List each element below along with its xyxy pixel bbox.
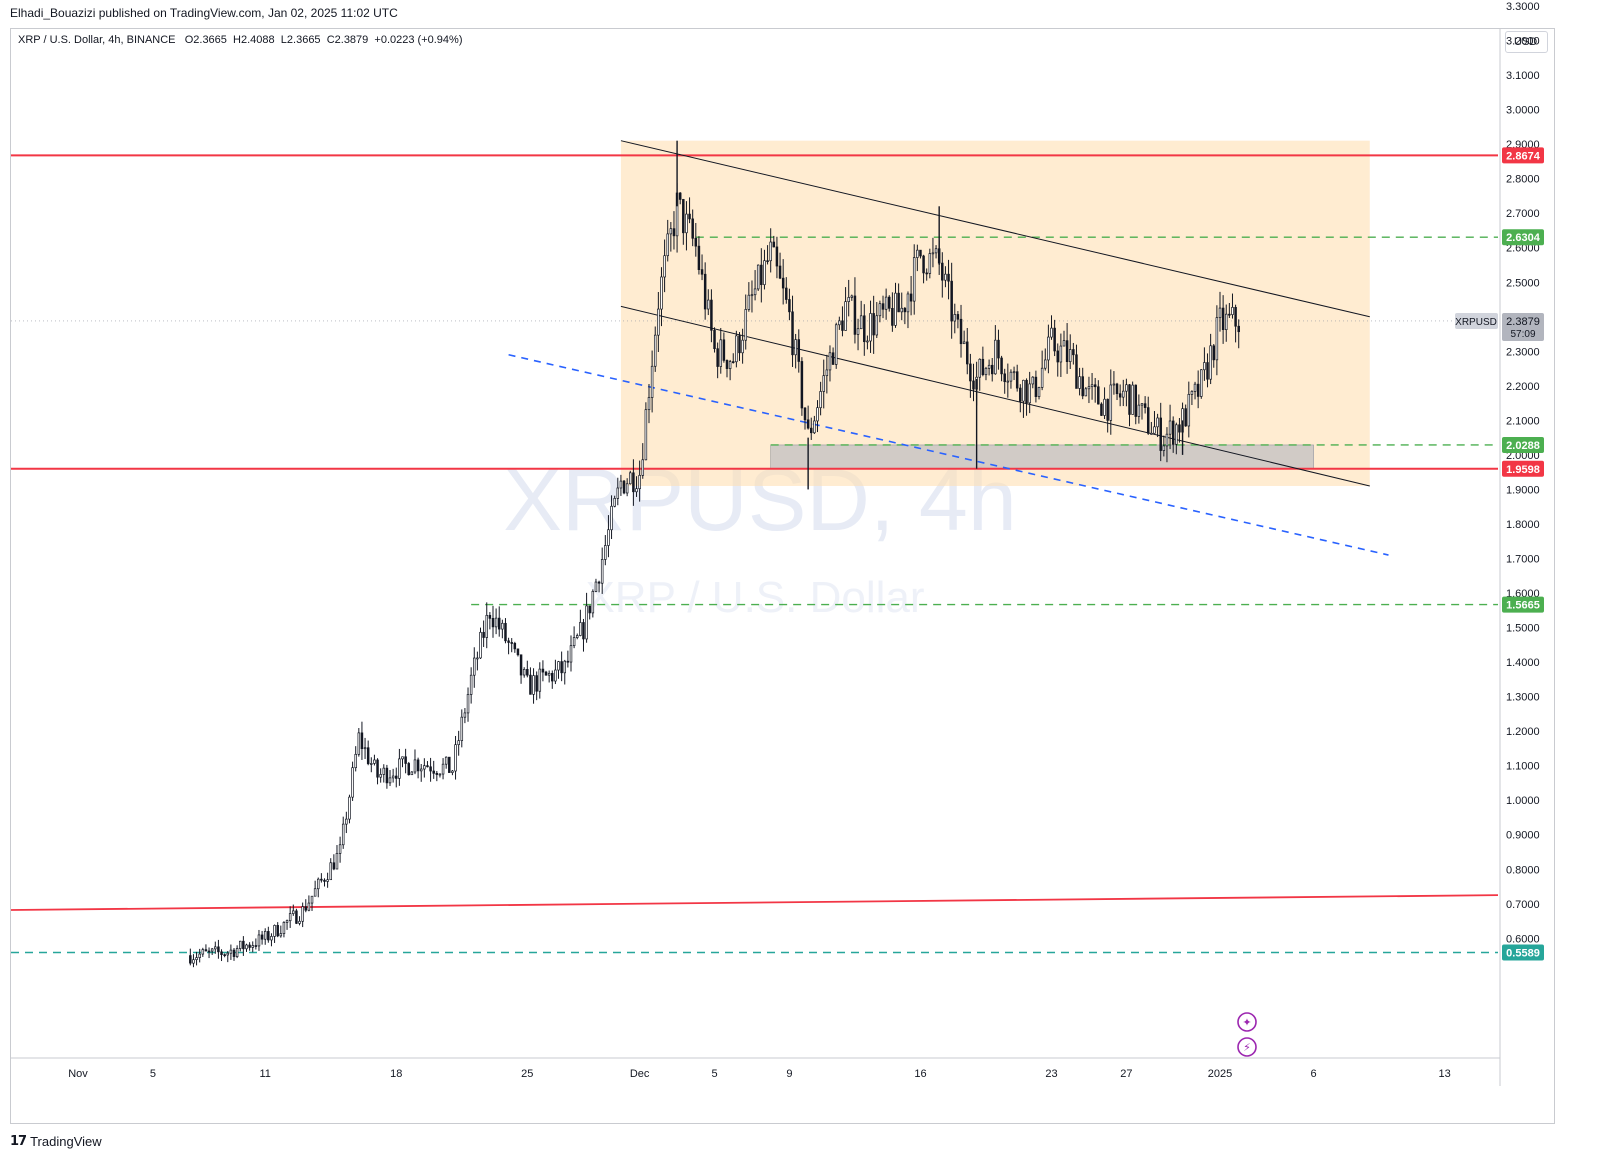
legend-change: +0.0223 (+0.94%) (374, 34, 463, 46)
legend-close: 2.3879 (334, 34, 369, 46)
legend-open-label: O (184, 34, 194, 46)
brand-name: TradingView (30, 1133, 102, 1149)
currency-button[interactable]: USD (1505, 31, 1548, 53)
chart-frame (10, 28, 1555, 1124)
legend-high-label: H (233, 34, 241, 46)
legend-low: 2.3665 (286, 34, 321, 46)
legend-symbol: XRP / U.S. Dollar, 4h, BINANCE (18, 34, 176, 46)
legend-low-label: L (280, 34, 287, 46)
symbol-legend: XRP / U.S. Dollar, 4h, BINANCE O2.3665 H… (18, 34, 463, 46)
publisher-line: Elhadi_Bouazizi published on TradingView… (10, 6, 398, 20)
legend-open: 2.3665 (193, 34, 227, 46)
y-tick-label: 3.3000 (1506, 1, 1540, 13)
tradingview-logo-icon: 𝟭𝟳 (10, 1133, 27, 1148)
legend-close-label: C (326, 34, 335, 46)
legend-high: 2.4088 (241, 34, 275, 46)
brand-footer[interactable]: 𝟭𝟳 TradingView (10, 1133, 102, 1149)
